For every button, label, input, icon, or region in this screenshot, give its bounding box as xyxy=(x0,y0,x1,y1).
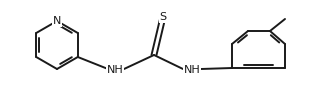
Text: NH: NH xyxy=(184,65,200,75)
Text: S: S xyxy=(159,12,167,22)
Text: N: N xyxy=(53,16,61,26)
Text: NH: NH xyxy=(107,65,124,75)
